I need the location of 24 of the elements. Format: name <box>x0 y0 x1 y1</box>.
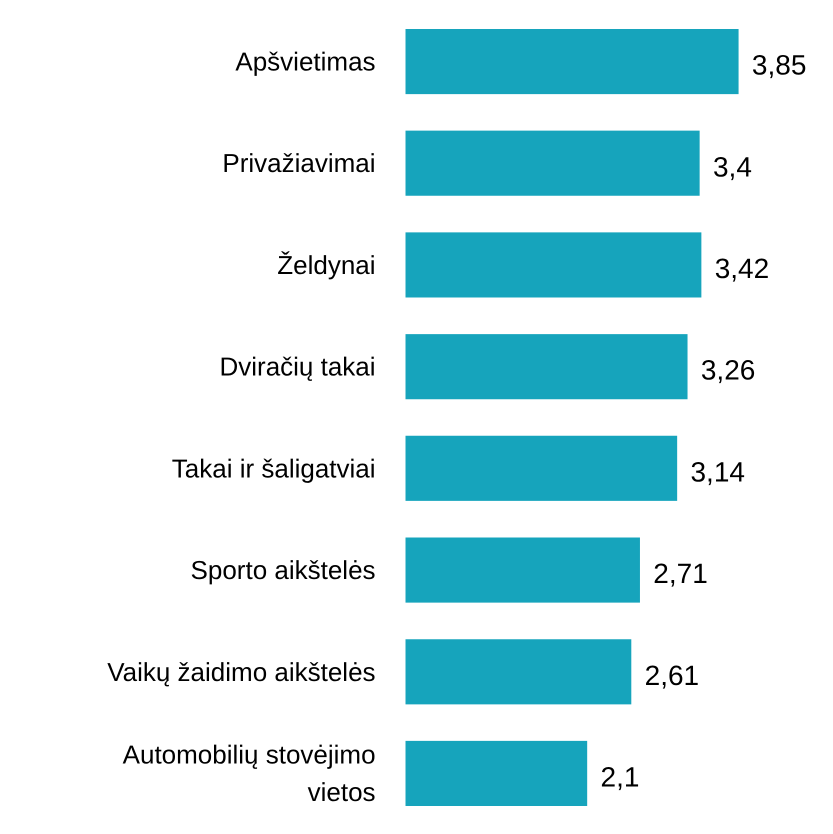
bar <box>406 436 678 501</box>
y-tick-label: Apšvietimas <box>235 46 376 77</box>
bar <box>406 28 739 94</box>
y-tick-label: Dviračių takai <box>219 352 376 382</box>
data-label: 3,14 <box>690 456 745 488</box>
data-label: 3,85 <box>752 50 806 81</box>
y-tick-label: Automobilių stovėjimo vietos <box>122 740 376 808</box>
data-label: 3,4 <box>712 151 752 182</box>
bar <box>406 232 702 298</box>
y-tick-label: Vaikų žaidimo aikštelės <box>107 656 376 687</box>
bar <box>406 740 588 806</box>
data-label: 2,1 <box>600 762 640 793</box>
bar <box>406 639 632 704</box>
y-tick-label: Želdynai <box>277 250 376 280</box>
bar <box>406 334 688 400</box>
data-label: 2,61 <box>644 660 700 691</box>
y-tick-label: Privažiavimai <box>222 148 376 178</box>
y-tick-label: Sporto aikštelės <box>190 555 376 586</box>
bar <box>406 130 700 196</box>
data-label: 2,71 <box>653 558 708 590</box>
data-label: 3,26 <box>700 354 756 386</box>
bar <box>406 538 640 603</box>
data-label: 3,42 <box>714 252 770 284</box>
y-tick-label: Takai ir šaligatviai <box>172 453 376 484</box>
